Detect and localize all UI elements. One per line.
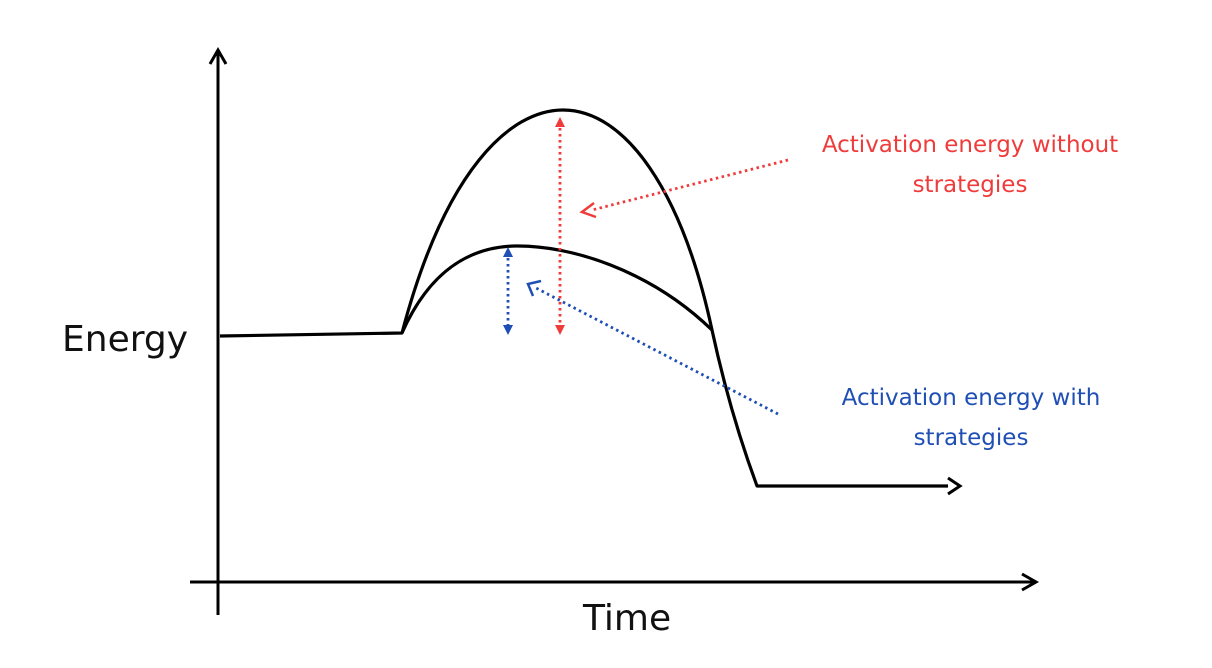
without-strategies-path: [219, 108, 948, 488]
end-state-arrowhead-icon: [947, 476, 963, 496]
with-strategies-label-line2: strategies: [914, 425, 1029, 451]
without-strategies-label-line2: strategies: [913, 172, 1028, 198]
without-label-pointer-arrowhead-icon: [579, 202, 597, 219]
y-axis-arrowhead-icon: [208, 46, 228, 65]
x-axis-label: Time: [582, 598, 671, 639]
without-label-pointer-line: [591, 158, 789, 212]
with-label-pointer-arrowhead-icon: [526, 279, 542, 297]
y-axis-label: Energy: [62, 319, 188, 360]
with-strategies-path: [400, 244, 714, 334]
with-label-pointer-line: [535, 286, 779, 416]
x-axis-arrowhead-icon: [1021, 572, 1040, 592]
with-strategies-label-line1: Activation energy with: [842, 385, 1101, 411]
without-strategies-label-line1: Activation energy without: [822, 132, 1118, 158]
